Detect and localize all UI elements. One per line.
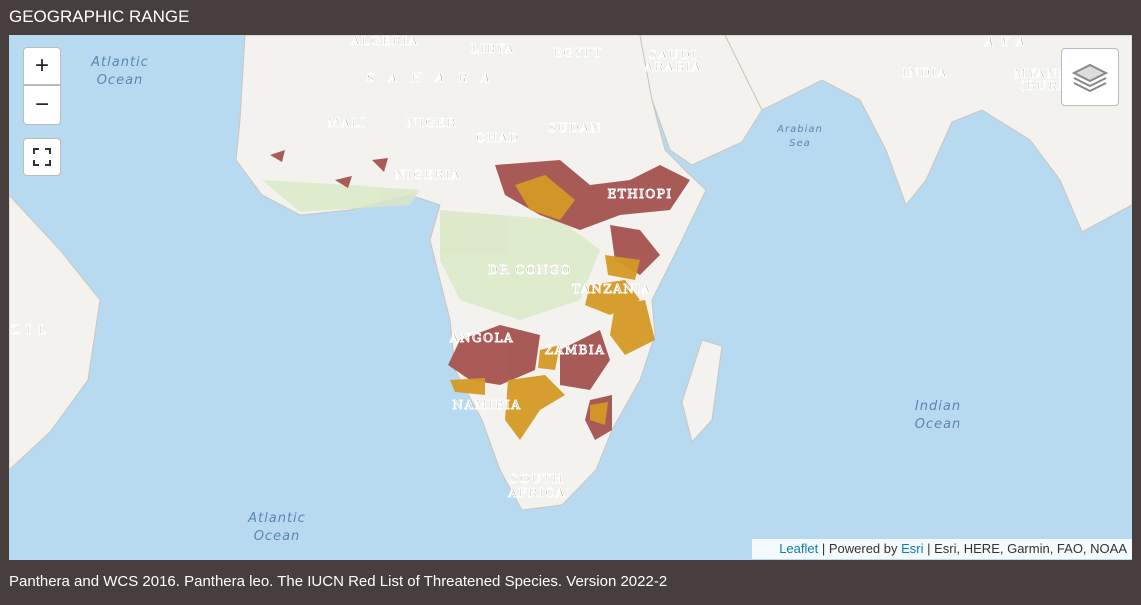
map[interactable]: ALGERIA LIBYA EGYPT SAUDI ARABIA INDIA M…	[9, 35, 1132, 560]
country-label: NIGER	[407, 116, 457, 130]
fullscreen-button[interactable]	[23, 138, 61, 176]
ocean-label: Atlantic	[90, 55, 149, 70]
zoom-in-button[interactable]: +	[23, 47, 61, 85]
attribution-text: | Esri, HERE, Garmin, FAO, NOAA	[927, 541, 1127, 556]
country-label: ZIL	[11, 323, 53, 337]
country-label: (BURM	[1020, 79, 1072, 93]
ocean-label: Indian	[915, 399, 961, 414]
country-label: SAUDI	[649, 48, 698, 62]
zoom-out-button[interactable]: −	[23, 85, 61, 125]
region-label: AYA	[984, 35, 1033, 49]
country-label: AFRICA	[507, 486, 566, 500]
region-label: SAHARA	[366, 71, 504, 85]
country-label: ARABIA	[643, 60, 702, 74]
ocean-label: Sea	[789, 138, 811, 149]
country-label: CHAD	[476, 131, 520, 145]
header-title: GEOGRAPHIC RANGE	[9, 7, 190, 26]
country-label: ANGOLA	[449, 331, 514, 345]
country-label: SOUTH	[510, 472, 564, 486]
country-label: ZAMBIA	[545, 343, 606, 357]
layers-button[interactable]	[1061, 48, 1119, 106]
fullscreen-icon	[33, 148, 51, 166]
country-label: SUDAN	[548, 121, 603, 135]
country-label: DR CONGO	[488, 263, 571, 277]
ocean-label: Ocean	[254, 529, 301, 544]
country-label: NIGERIA	[395, 168, 462, 182]
esri-link[interactable]: Esri	[901, 541, 924, 556]
country-label: TANZANIA	[572, 282, 651, 296]
ocean-label: Arabian	[776, 124, 823, 135]
country-label: NAMIBIA	[453, 398, 522, 412]
country-label: INDIA	[902, 66, 948, 80]
country-label: EGYPT	[553, 46, 603, 60]
country-label: MYANM	[1014, 67, 1072, 81]
ocean-label: Atlantic	[247, 511, 306, 526]
country-label: MALI	[327, 116, 367, 130]
leaflet-link[interactable]: Leaflet	[779, 541, 819, 556]
country-label: ALGERIA	[350, 35, 419, 48]
attribution: Leaflet | Powered by Esri | Esri, HERE, …	[752, 539, 1132, 559]
attribution-text: | Powered by	[821, 541, 898, 556]
country-label: ETHIOPI	[607, 187, 672, 201]
layers-icon	[1071, 63, 1109, 93]
country-label: LIBYA	[471, 42, 515, 56]
ocean-label: Ocean	[97, 73, 144, 88]
caption: Panthera and WCS 2016. Panthera leo. The…	[9, 573, 668, 590]
ocean-label: Ocean	[915, 417, 962, 432]
